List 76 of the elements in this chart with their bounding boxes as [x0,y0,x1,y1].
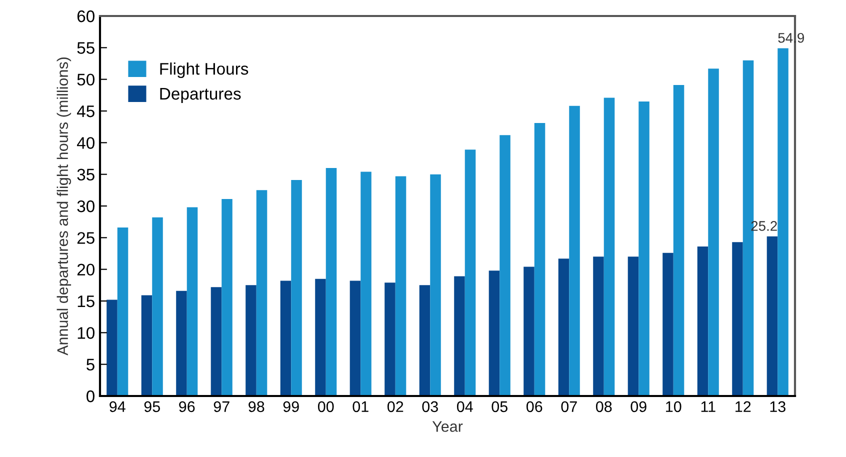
bar [708,68,719,396]
bar [766,236,778,396]
bar [291,180,302,396]
bar [464,150,476,396]
bar [524,266,534,396]
bar [117,228,128,396]
bar [186,207,198,396]
bar [395,176,406,396]
bar [778,48,788,396]
x-tick-label: 03 [422,401,438,412]
bar [454,276,465,396]
x-tick-label: 05 [492,401,508,412]
y-tick-label: 55 [77,42,94,54]
bar [628,256,639,396]
legend-label: Flight Hours [160,62,248,78]
x-tick-label: 01 [352,401,368,412]
bar [222,199,232,396]
legend-label: Departures [160,88,241,103]
bar [280,280,292,396]
y-tick-label: 10 [78,327,94,339]
x-tick-label: 99 [283,401,299,412]
bar [315,278,326,396]
bar [176,290,187,396]
y-tick-label: 20 [77,264,94,276]
x-tick-label: 13 [770,401,786,412]
bar [569,106,580,396]
x-tick-label: 06 [526,401,542,412]
bar [152,217,163,396]
bar [534,123,546,396]
bar [732,242,743,396]
bar [430,174,441,396]
x-tick-label: 98 [248,401,264,412]
x-tick-label: 09 [630,401,646,412]
bar [106,300,118,396]
bar [256,190,268,396]
bar [697,246,708,396]
x-tick-label: 02 [387,401,404,412]
y-tick-label: 40 [76,137,94,149]
bar [141,295,152,396]
y-tick-label: 5 [86,358,94,371]
bar [326,168,337,396]
bar [360,172,372,396]
y-tick-label: 50 [77,74,94,86]
x-tick-label: 11 [701,401,716,412]
bar [673,85,684,396]
bar [246,285,256,396]
x-tick-label: 00 [318,401,334,412]
x-tick-label: 94 [110,401,126,412]
bar [500,135,510,396]
y-tick-label: 35 [77,168,94,181]
bar [604,98,615,396]
bar [662,252,674,396]
y-tick-label: 0 [86,390,94,402]
bar [638,102,650,396]
x-tick-label: 12 [736,401,751,412]
bar [210,287,222,396]
y-tick-label: 25 [77,232,94,244]
bar [558,258,570,396]
y-tick-label: 45 [76,106,94,118]
bar [384,282,396,396]
y-tick-label: 30 [77,200,94,212]
bar [593,256,604,396]
x-tick-label: 10 [666,401,682,412]
x-tick-label: 07 [561,401,577,412]
bar [488,270,500,396]
bar [350,280,361,396]
y-axis-title: Annual departures and flight hours (millions) [56,57,72,356]
x-axis-title: Year [432,421,463,432]
bar [419,285,430,396]
y-tick-label: 60 [77,10,94,22]
x-tick-label: 97 [214,401,230,412]
y-tick-label: 15 [78,296,94,308]
x-tick-label: 95 [144,401,160,412]
x-tick-label: 04 [456,401,473,412]
x-tick-label: 96 [179,401,195,412]
x-tick-label: 08 [596,401,612,412]
